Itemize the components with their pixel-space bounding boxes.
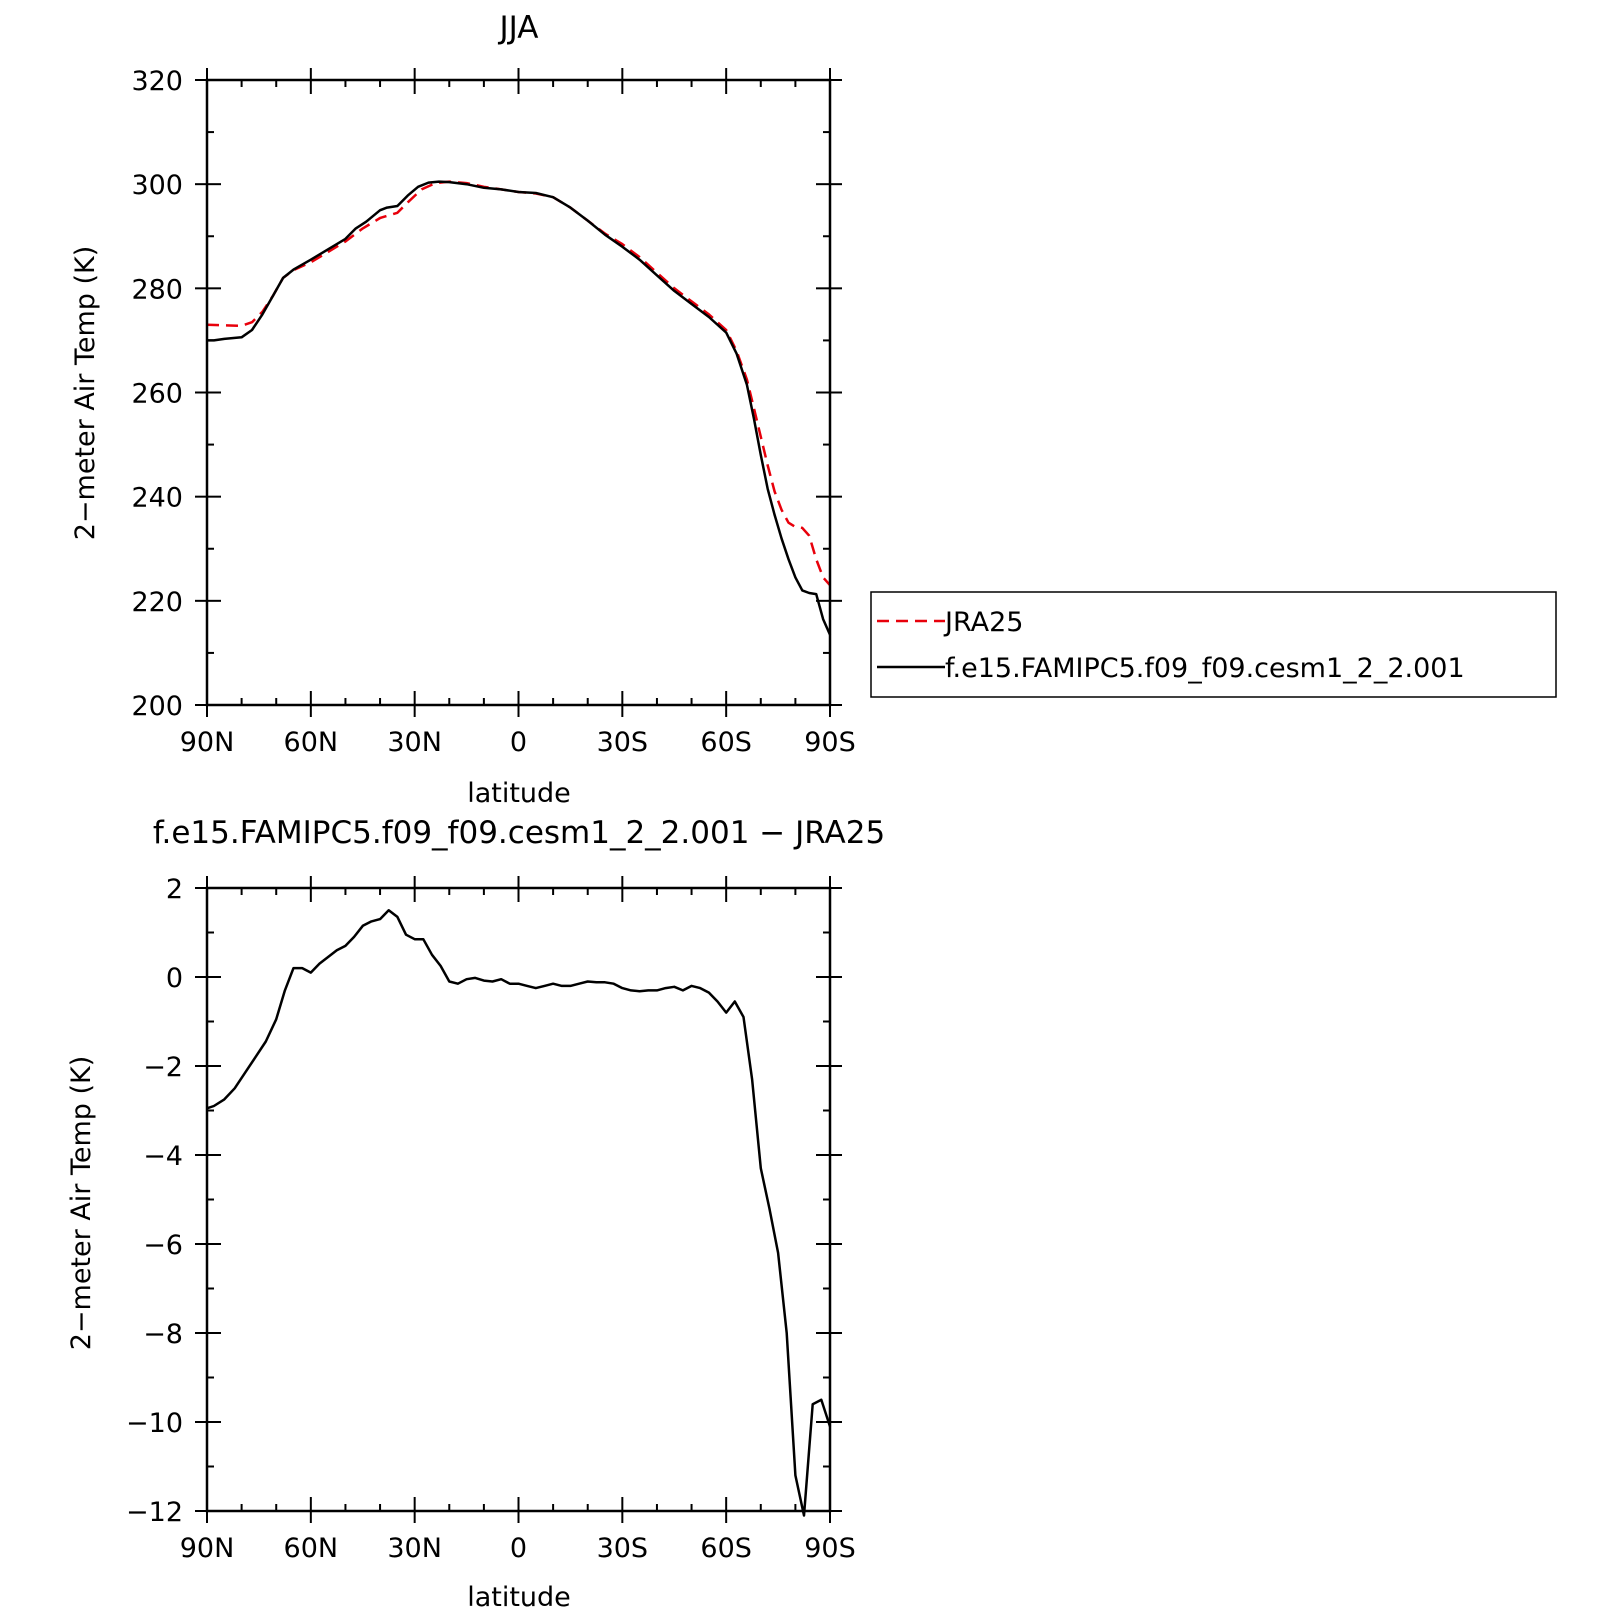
bottom-chart-x-tick-label: 60S bbox=[700, 1533, 752, 1564]
top-chart-series-line-0 bbox=[206, 180, 831, 587]
bottom-chart-y-tick-label: −2 bbox=[143, 1052, 183, 1083]
top-chart-y-tick-labels: 200 220 240 260 280 300 320 bbox=[131, 66, 183, 722]
top-chart-frame bbox=[205, 78, 832, 707]
legend-label-cesm: f.e15.FAMIPC5.f09_f09.cesm1_2_2.001 bbox=[945, 653, 1465, 684]
top-chart-x-tick-labels: 90N 60N 30N 0 30S 60S 90S bbox=[180, 727, 856, 758]
top-chart-y-tick-label: 300 bbox=[131, 170, 183, 201]
top-chart-x-tick-label: 30S bbox=[597, 727, 649, 758]
bottom-chart-x-tick-label: 60N bbox=[284, 1533, 339, 1564]
bottom-chart-x-tick-label: 30S bbox=[597, 1533, 649, 1564]
top-chart-y-tick-label: 280 bbox=[131, 274, 183, 305]
bottom-chart: f.e15.FAMIPC5.f09_f09.cesm1_2_2.001 − JR… bbox=[66, 815, 885, 1613]
bottom-chart-series-line-0 bbox=[206, 909, 832, 1517]
bottom-chart-y-tick-label: −8 bbox=[143, 1319, 183, 1350]
bottom-chart-x-tick-label: 0 bbox=[510, 1533, 527, 1564]
top-chart: JJA 90N 60N 30N 0 30S 60S 90S 200 220 240 260 280 3… bbox=[70, 10, 856, 809]
bottom-chart-y-tick-label: −12 bbox=[126, 1497, 183, 1528]
top-chart-series bbox=[206, 180, 832, 636]
bottom-chart-frame bbox=[205, 886, 832, 1513]
top-chart-y-axis-label: 2−meter Air Temp (K) bbox=[70, 246, 101, 541]
top-chart-x-tick-label: 0 bbox=[510, 727, 527, 758]
bottom-chart-x-tick-label: 30N bbox=[387, 1533, 442, 1564]
top-chart-y-tick-label: 240 bbox=[131, 483, 183, 514]
bottom-chart-x-tick-label: 90N bbox=[180, 1533, 235, 1564]
top-chart-x-tick-label: 90N bbox=[180, 727, 235, 758]
bottom-chart-ticks bbox=[195, 876, 842, 1523]
legend: JRA25 f.e15.FAMIPC5.f09_f09.cesm1_2_2.00… bbox=[870, 591, 1557, 698]
bottom-chart-title: f.e15.FAMIPC5.f09_f09.cesm1_2_2.001 − JR… bbox=[153, 815, 885, 851]
bottom-chart-y-tick-label: 0 bbox=[166, 963, 183, 994]
top-chart-series-line-1 bbox=[207, 180, 832, 636]
top-chart-title: JJA bbox=[498, 10, 539, 46]
top-chart-y-tick-label: 260 bbox=[131, 379, 183, 410]
top-chart-ticks bbox=[195, 68, 842, 717]
bottom-chart-y-axis-label: 2−meter Air Temp (K) bbox=[66, 1056, 97, 1351]
top-chart-y-tick-label: 320 bbox=[131, 66, 183, 97]
top-chart-x-axis-label: latitude bbox=[467, 778, 571, 809]
top-chart-y-tick-label: 200 bbox=[131, 691, 183, 722]
bottom-chart-y-tick-labels: −12 −10 −8 −6 −4 −2 0 2 bbox=[126, 874, 183, 1528]
bottom-chart-x-tick-label: 90S bbox=[804, 1533, 856, 1564]
bottom-chart-x-tick-labels: 90N 60N 30N 0 30S 60S 90S bbox=[180, 1533, 856, 1564]
bottom-chart-y-tick-label: −4 bbox=[143, 1141, 183, 1172]
bottom-chart-series bbox=[206, 909, 832, 1517]
top-chart-x-tick-label: 30N bbox=[387, 727, 442, 758]
top-chart-x-tick-label: 60N bbox=[284, 727, 339, 758]
bottom-chart-y-tick-label: −10 bbox=[126, 1408, 183, 1439]
bottom-chart-y-tick-label: −6 bbox=[143, 1230, 183, 1261]
legend-label-jra25: JRA25 bbox=[943, 607, 1023, 638]
top-chart-x-tick-label: 60S bbox=[700, 727, 752, 758]
bottom-chart-y-tick-label: 2 bbox=[166, 874, 183, 905]
top-chart-x-tick-label: 90S bbox=[804, 727, 856, 758]
legend-box bbox=[870, 591, 1557, 698]
top-chart-y-tick-label: 220 bbox=[131, 587, 183, 618]
bottom-chart-x-axis-label: latitude bbox=[467, 1582, 571, 1613]
